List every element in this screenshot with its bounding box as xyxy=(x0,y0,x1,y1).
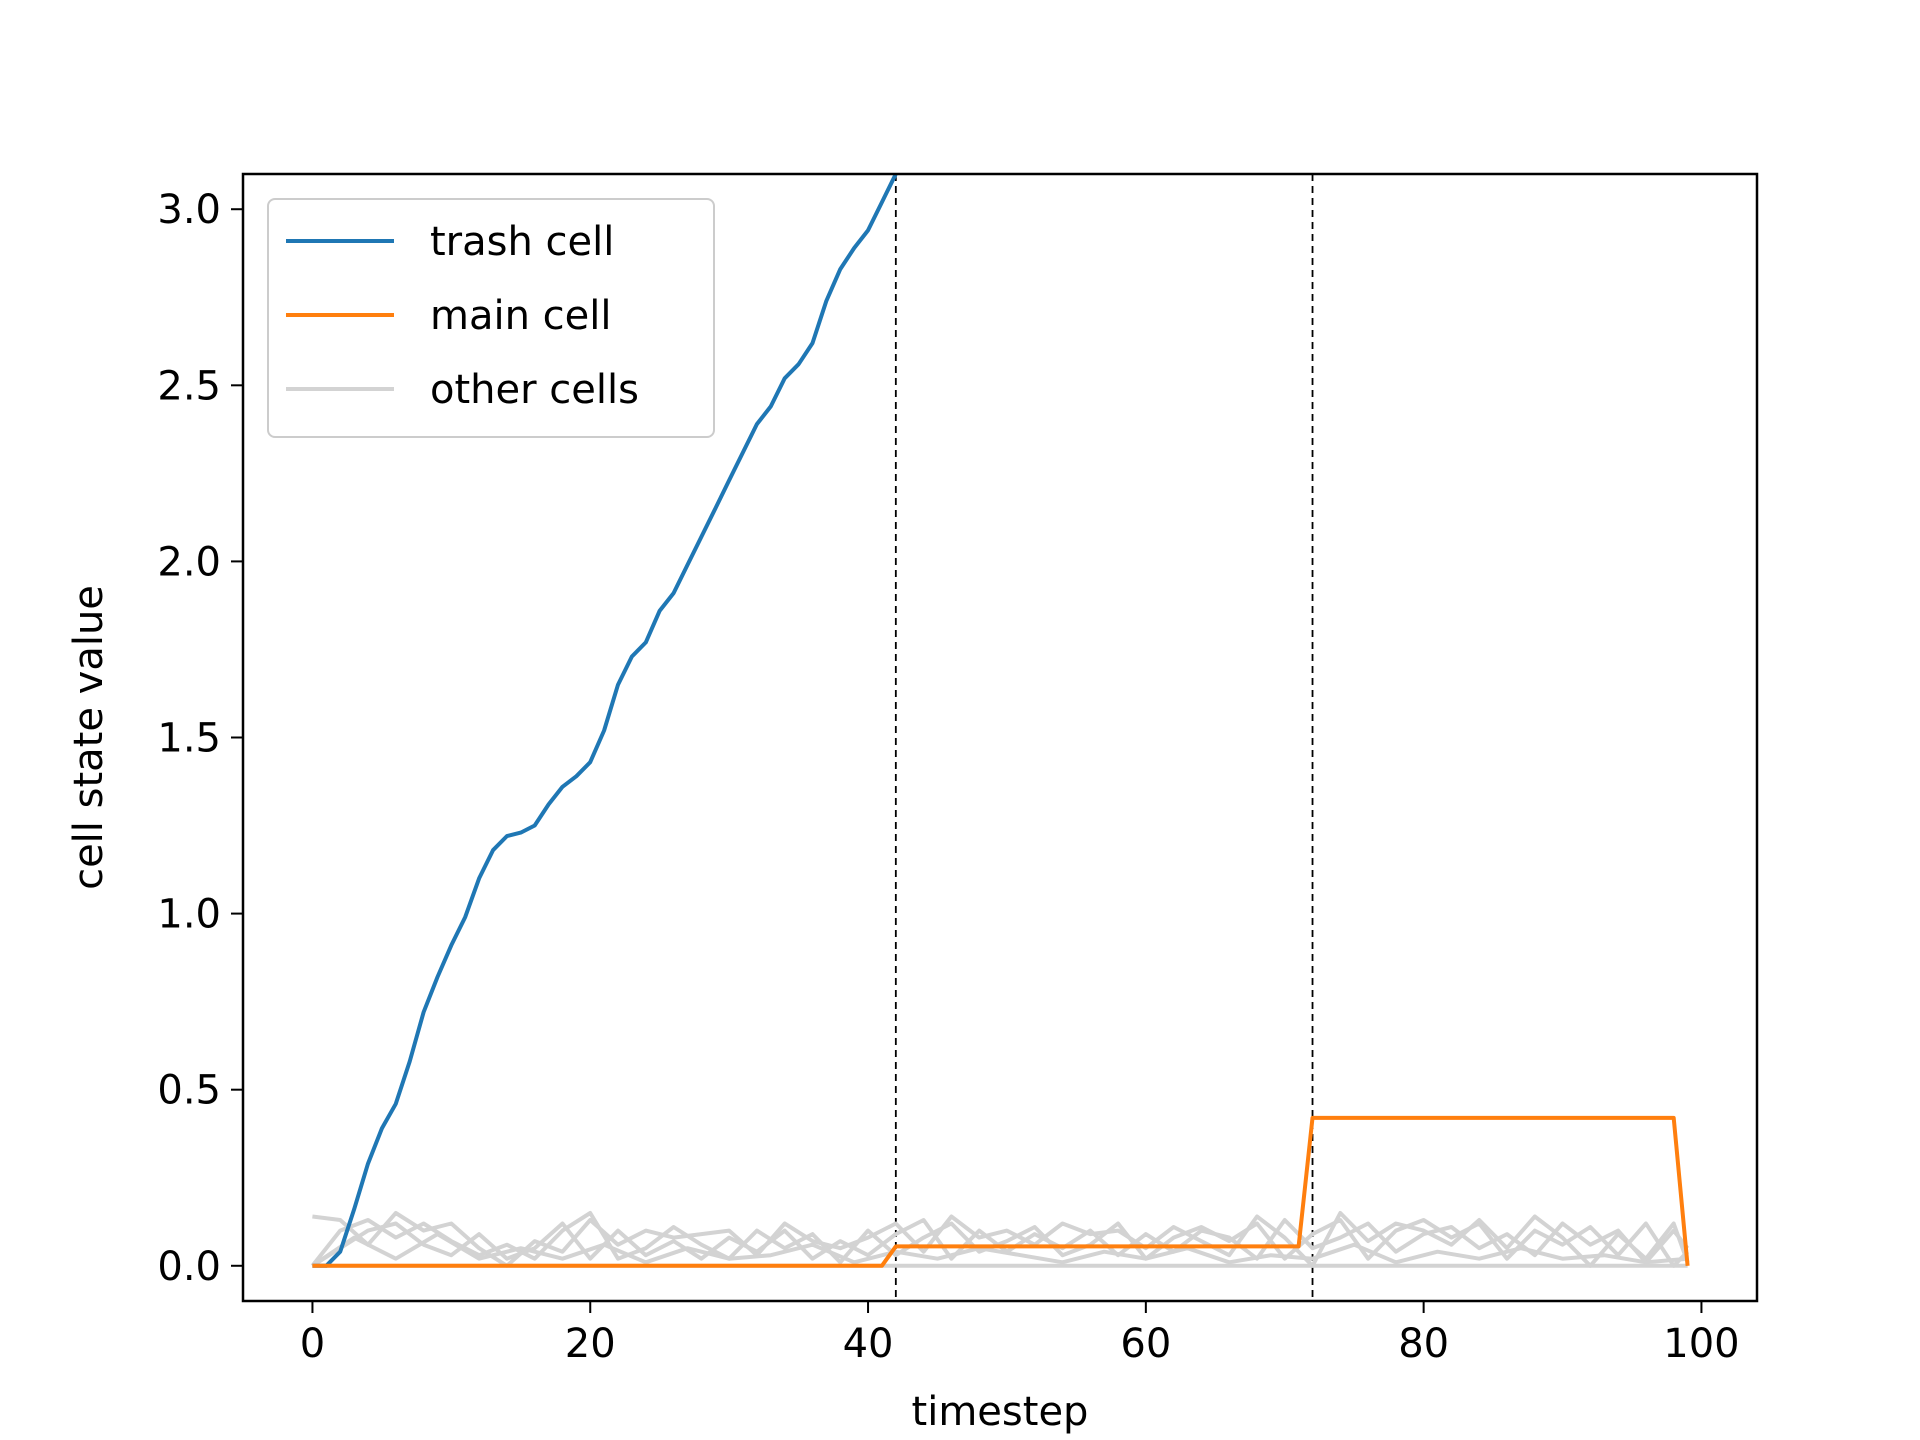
x-tick-label-5: 100 xyxy=(1663,1321,1739,1367)
y-tick-label-3: 1.5 xyxy=(157,716,221,762)
y-axis-ticks: 0.0 0.5 1.0 1.5 2.0 2.5 3.0 xyxy=(157,187,243,1290)
y-tick-label-4: 2.0 xyxy=(157,539,221,585)
x-tick-label-0: 0 xyxy=(300,1321,325,1367)
series-line-main-cell xyxy=(312,1115,1690,1268)
x-axis-label: timestep xyxy=(912,1389,1089,1435)
legend: trash cell main cell other cells xyxy=(267,198,715,438)
vertical-reference-lines xyxy=(894,174,1314,1301)
x-tick-label-3: 60 xyxy=(1120,1321,1171,1367)
legend-label-other-cells: other cells xyxy=(430,367,639,413)
y-axis-label: cell state value xyxy=(66,585,112,890)
legend-box xyxy=(267,198,715,438)
main-series-lines xyxy=(312,174,1690,1268)
other-cells-lines xyxy=(310,1211,1690,1268)
legend-label-main-cell: main cell xyxy=(430,293,611,339)
other-cell-line-1 xyxy=(310,1211,1690,1268)
x-axis-ticks: 0 20 40 60 80 100 xyxy=(300,1301,1740,1367)
y-tick-label-5: 2.5 xyxy=(157,363,221,409)
x-tick-label-4: 80 xyxy=(1398,1321,1449,1367)
y-tick-label-6: 3.0 xyxy=(157,187,221,233)
x-tick-label-2: 40 xyxy=(843,1321,894,1367)
y-tick-label-1: 0.5 xyxy=(157,1068,221,1114)
other-cell-line-3 xyxy=(311,1232,1688,1268)
legend-label-trash-cell: trash cell xyxy=(430,219,614,265)
y-tick-label-0: 0.0 xyxy=(157,1244,221,1290)
y-tick-label-2: 1.0 xyxy=(157,892,221,938)
series-line-trash-cell xyxy=(312,174,898,1268)
x-tick-label-1: 20 xyxy=(565,1321,616,1367)
